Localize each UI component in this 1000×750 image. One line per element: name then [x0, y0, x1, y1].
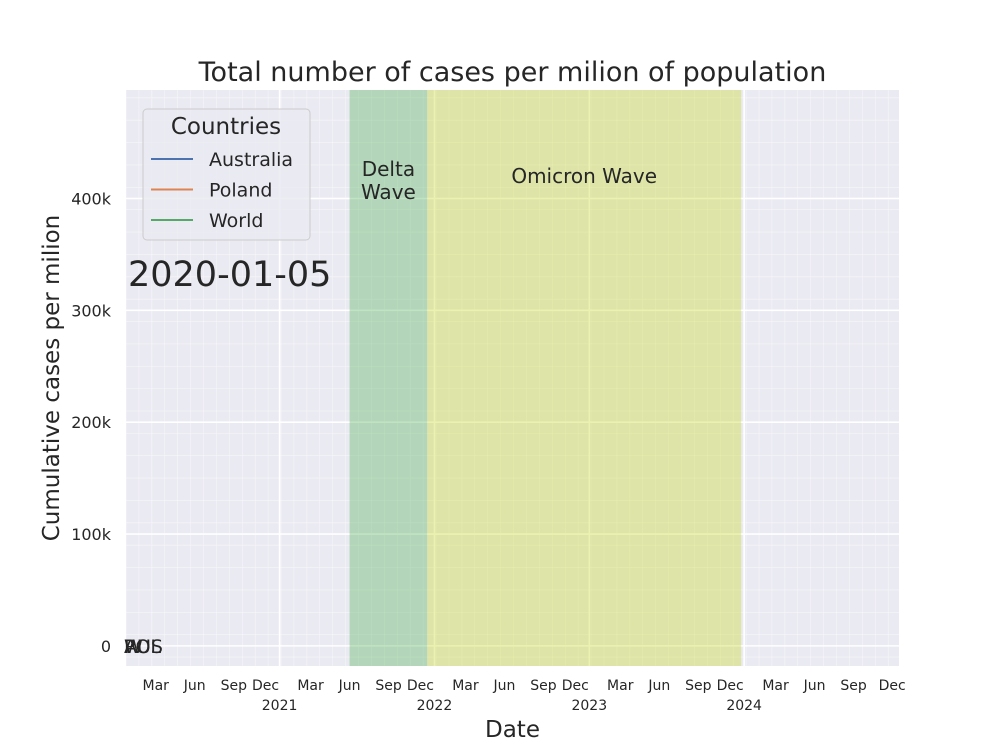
x-minor-tick-label: Mar — [452, 678, 479, 694]
region-label: Omicron Wave — [511, 164, 657, 188]
x-minor-tick-label: Jun — [338, 678, 361, 694]
x-minor-tick-label: Jun — [647, 678, 670, 694]
x-major-tick-label: Dec — [407, 678, 434, 694]
y-axis-label: Cumulative cases per milion — [39, 215, 65, 542]
x-minor-tick-label: Dec — [879, 678, 906, 694]
legend: Countries Australia Poland World — [142, 108, 311, 241]
x-minor-tick-label: Jun — [183, 678, 206, 694]
legend-title: Countries — [171, 114, 281, 140]
x-axis-label: Date — [485, 717, 540, 743]
x-minor-tick-label: Mar — [607, 678, 634, 694]
x-minor-tick-label: Mar — [297, 678, 324, 694]
wave-regions — [349, 90, 742, 666]
x-year-label: 2022 — [417, 698, 453, 714]
region-omicron-wave — [427, 90, 742, 666]
series-end-label: POL — [124, 636, 161, 658]
legend-entry-world: World — [209, 210, 263, 232]
x-minor-tick-label: Sep — [530, 678, 557, 694]
y-axis-ticks: 0 100k 200k 300k 400k — [71, 189, 112, 655]
region-label: Delta — [362, 157, 415, 181]
y-tick-label: 200k — [71, 413, 112, 432]
legend-entry-australia: Australia — [209, 149, 293, 171]
x-year-label: 2023 — [571, 698, 607, 714]
x-major-tick-label: Dec — [717, 678, 744, 694]
x-minor-tick-label: Mar — [142, 678, 169, 694]
region-delta-wave — [349, 90, 428, 666]
x-minor-tick-label: Mar — [762, 678, 789, 694]
chart-title: Total number of cases per milion of popu… — [198, 57, 827, 88]
y-tick-label: 0 — [101, 637, 111, 656]
series-end-label: AUS — [124, 636, 163, 658]
x-minor-tick-label: Jun — [493, 678, 516, 694]
x-major-tick-label: Dec — [252, 678, 279, 694]
legend-entry-poland: Poland — [209, 180, 272, 202]
x-year-label: 2021 — [262, 698, 298, 714]
major-gridlines — [126, 90, 899, 666]
region-label: Wave — [361, 180, 416, 204]
y-tick-label: 400k — [71, 189, 112, 208]
y-tick-label: 100k — [71, 525, 112, 544]
x-minor-tick-label: Sep — [685, 678, 712, 694]
x-major-tick-label: Dec — [562, 678, 589, 694]
x-minor-tick-label: Sep — [840, 678, 867, 694]
x-year-label: 2024 — [726, 698, 762, 714]
x-minor-tick-label: Sep — [221, 678, 248, 694]
date-stamp: 2020-01-05 — [128, 255, 331, 295]
y-tick-label: 300k — [71, 301, 112, 320]
x-minor-tick-label: Jun — [803, 678, 826, 694]
x-minor-tick-label: Sep — [375, 678, 402, 694]
series-end-label: W — [124, 636, 143, 658]
legend-box — [142, 108, 311, 241]
x-axis-ticks: Mar Jun Sep Mar Jun Sep Mar Jun Sep Mar Jun Sep Mar J… — [142, 678, 905, 714]
